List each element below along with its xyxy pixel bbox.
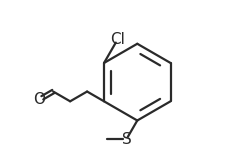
Text: S: S [121, 132, 131, 147]
Text: Cl: Cl [109, 32, 124, 47]
Text: O: O [33, 92, 45, 107]
